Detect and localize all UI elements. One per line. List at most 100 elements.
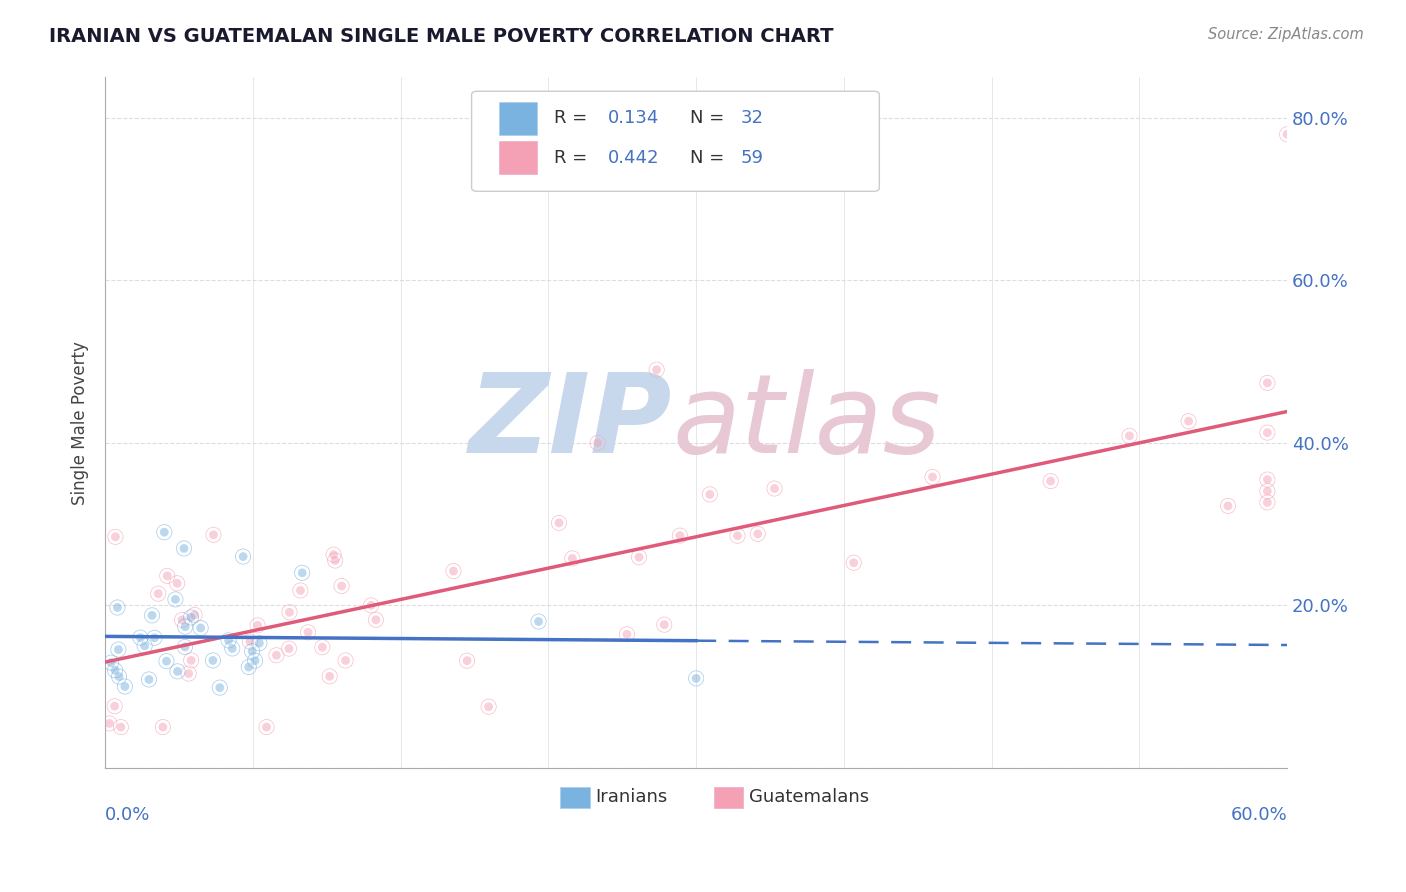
Point — [138, 673, 160, 687]
Point — [322, 548, 344, 562]
Bar — [499, 141, 537, 174]
Point — [1118, 429, 1140, 443]
Point — [1275, 128, 1298, 142]
Point — [616, 627, 638, 641]
Point — [110, 720, 132, 734]
Point — [586, 435, 609, 450]
Point — [98, 716, 121, 731]
Point — [110, 720, 132, 734]
Point — [645, 362, 668, 376]
Y-axis label: Single Male Poverty: Single Male Poverty — [72, 341, 89, 505]
Point — [201, 653, 224, 667]
Point — [221, 641, 243, 656]
Point — [238, 660, 260, 674]
Point — [1275, 128, 1298, 142]
Point — [1256, 376, 1278, 390]
Point — [921, 470, 943, 484]
Point — [330, 579, 353, 593]
Point — [107, 600, 129, 615]
Point — [335, 653, 357, 667]
Point — [156, 569, 179, 583]
Point — [1256, 473, 1278, 487]
Point — [1256, 376, 1278, 390]
Point — [218, 633, 240, 648]
Text: ZIP: ZIP — [470, 369, 672, 476]
Text: R =: R = — [554, 148, 593, 167]
Point — [177, 666, 200, 681]
Point — [208, 681, 231, 695]
Point — [239, 634, 262, 648]
Point — [98, 716, 121, 731]
Text: R =: R = — [554, 109, 593, 128]
Point — [669, 528, 692, 542]
Text: 0.442: 0.442 — [607, 148, 659, 167]
Point — [335, 653, 357, 667]
Point — [114, 680, 136, 694]
Point — [190, 621, 212, 635]
Point — [747, 527, 769, 541]
Point — [202, 528, 225, 542]
Point — [323, 553, 346, 567]
Point — [170, 613, 193, 627]
Point — [141, 608, 163, 623]
Point — [763, 482, 786, 496]
Point — [201, 653, 224, 667]
Point — [627, 550, 650, 565]
Bar — [499, 102, 537, 135]
Point — [180, 610, 202, 624]
Point — [727, 529, 749, 543]
Point — [330, 579, 353, 593]
Point — [138, 673, 160, 687]
Point — [208, 681, 231, 695]
Point — [180, 653, 202, 667]
Point — [1177, 414, 1199, 428]
Point — [456, 654, 478, 668]
Point — [747, 527, 769, 541]
Point — [297, 625, 319, 640]
Point — [166, 576, 188, 591]
Point — [166, 665, 188, 679]
Point — [153, 525, 176, 540]
Point — [360, 599, 382, 613]
Point — [218, 633, 240, 648]
Point — [763, 482, 786, 496]
Point — [443, 564, 465, 578]
Point — [239, 634, 262, 648]
Point — [1256, 425, 1278, 440]
Text: 59: 59 — [741, 148, 763, 167]
Text: 32: 32 — [741, 109, 763, 128]
Point — [1256, 473, 1278, 487]
Point — [174, 640, 197, 654]
Point — [364, 613, 387, 627]
Point — [166, 665, 188, 679]
Point — [134, 639, 156, 653]
Point — [174, 620, 197, 634]
Point — [323, 553, 346, 567]
Text: IRANIAN VS GUATEMALAN SINGLE MALE POVERTY CORRELATION CHART: IRANIAN VS GUATEMALAN SINGLE MALE POVERT… — [49, 27, 834, 45]
Point — [152, 720, 174, 734]
Point — [311, 640, 333, 655]
Point — [699, 487, 721, 501]
Point — [148, 587, 170, 601]
Point — [243, 654, 266, 668]
Point — [141, 608, 163, 623]
Point — [561, 551, 583, 566]
Point — [202, 528, 225, 542]
Point — [173, 541, 195, 556]
Point — [232, 549, 254, 564]
Point — [183, 607, 205, 622]
Text: 60.0%: 60.0% — [1230, 805, 1286, 823]
Point — [107, 642, 129, 657]
Point — [232, 549, 254, 564]
Point — [561, 551, 583, 566]
Point — [291, 566, 314, 580]
Point — [548, 516, 571, 530]
Text: atlas: atlas — [672, 369, 941, 476]
Point — [842, 556, 865, 570]
Point — [278, 641, 301, 656]
Point — [129, 631, 152, 645]
Point — [685, 672, 707, 686]
Point — [246, 618, 269, 632]
Point — [645, 362, 668, 376]
Text: Guatemalans: Guatemalans — [749, 789, 869, 806]
